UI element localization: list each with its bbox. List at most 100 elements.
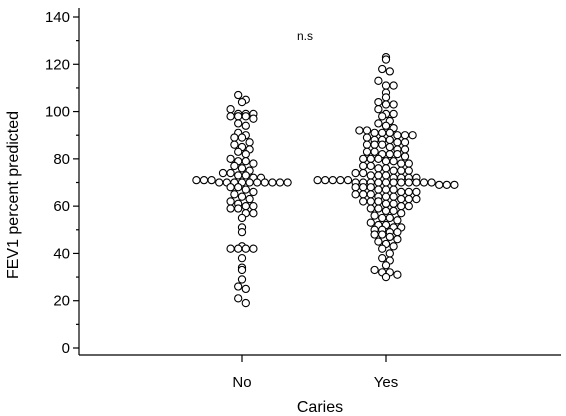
data-point-yes xyxy=(385,232,394,242)
data-point-yes xyxy=(389,81,398,90)
data-point-no xyxy=(237,97,247,107)
data-point-yes xyxy=(381,272,391,282)
data-point-no xyxy=(234,183,243,192)
data-point-yes xyxy=(374,76,383,85)
data-point-yes xyxy=(343,175,353,185)
data-point-yes xyxy=(400,131,410,140)
data-point-yes xyxy=(374,185,383,194)
data-point-no xyxy=(241,284,250,294)
data-point-no xyxy=(241,185,250,194)
data-point-yes xyxy=(381,164,391,173)
data-point-yes xyxy=(366,154,375,164)
data-point-no xyxy=(234,90,243,100)
data-point-yes xyxy=(381,55,391,64)
data-point-yes xyxy=(374,171,383,180)
data-point-yes xyxy=(427,178,436,187)
data-point-no xyxy=(226,244,235,253)
data-point-yes xyxy=(397,209,406,218)
data-point-yes xyxy=(351,190,360,199)
data-point-yes xyxy=(389,157,398,166)
data-point-yes xyxy=(366,218,375,227)
data-point-no xyxy=(230,133,239,142)
data-point-no xyxy=(215,178,224,187)
data-point-yes xyxy=(389,178,398,187)
data-point-yes xyxy=(370,265,379,275)
data-point-yes xyxy=(381,178,391,187)
data-point-no xyxy=(199,175,209,185)
data-point-yes xyxy=(412,178,421,187)
data-point-yes xyxy=(397,187,406,197)
data-point-yes xyxy=(374,97,383,107)
data-point-yes xyxy=(381,206,391,216)
data-point-yes xyxy=(374,237,383,246)
data-point-no xyxy=(234,171,243,180)
data-point-no xyxy=(260,178,269,187)
data-point-yes xyxy=(370,128,379,137)
data-point-no xyxy=(226,105,235,114)
data-point-yes xyxy=(397,166,406,175)
data-point-yes xyxy=(393,138,402,147)
data-point-yes xyxy=(385,249,394,258)
data-point-yes xyxy=(393,227,402,237)
data-point-no xyxy=(241,201,250,211)
data-point-no xyxy=(249,159,258,168)
data-point-yes xyxy=(385,135,394,145)
data-point-no xyxy=(226,204,235,213)
data-point-yes xyxy=(359,190,368,199)
data-point-yes xyxy=(359,183,368,192)
data-point-yes xyxy=(381,81,391,90)
data-point-yes xyxy=(381,100,391,109)
data-point-yes xyxy=(355,126,364,135)
data-point-yes xyxy=(381,121,391,130)
data-point-no xyxy=(283,178,292,187)
data-point-no xyxy=(237,227,247,237)
data-point-yes xyxy=(389,109,398,119)
data-point-yes xyxy=(378,244,387,253)
data-point-yes xyxy=(370,147,379,156)
data-point-no xyxy=(237,192,247,201)
data-point-no xyxy=(241,171,250,180)
data-point-yes xyxy=(408,131,417,140)
data-point-yes xyxy=(389,242,398,251)
data-point-yes xyxy=(378,230,387,239)
data-point-no xyxy=(268,178,277,187)
data-point-yes xyxy=(381,199,391,208)
y-tick-label: 0 xyxy=(62,340,70,357)
data-point-yes xyxy=(389,192,398,201)
data-point-no xyxy=(234,294,243,303)
data-point-yes xyxy=(389,100,398,109)
data-point-yes xyxy=(400,145,410,154)
data-point-yes xyxy=(381,192,391,201)
x-tick-label-yes: Yes xyxy=(374,374,398,391)
data-point-yes xyxy=(381,171,391,180)
data-point-yes xyxy=(393,131,402,140)
data-point-yes xyxy=(381,261,391,270)
data-point-yes xyxy=(374,197,383,206)
data-point-no xyxy=(207,175,216,185)
data-point-yes xyxy=(374,105,383,114)
data-point-no xyxy=(241,157,250,166)
data-point-no xyxy=(249,209,258,218)
data-point-no xyxy=(234,112,243,121)
x-ticks: No Yes xyxy=(232,355,398,391)
data-point-yes xyxy=(336,175,345,185)
data-point-yes xyxy=(381,157,391,166)
data-point-no xyxy=(230,140,239,149)
data-point-no xyxy=(218,168,228,178)
data-point-yes xyxy=(366,190,375,199)
data-point-yes xyxy=(362,133,372,142)
data-point-yes xyxy=(397,201,406,211)
data-point-yes xyxy=(366,204,375,213)
y-tick-label: 120 xyxy=(45,56,70,73)
data-point-yes xyxy=(404,187,413,197)
data-point-no xyxy=(192,175,201,185)
data-point-yes xyxy=(393,235,402,244)
data-point-yes xyxy=(404,201,413,211)
y-axis: 0 20 40 60 80 100 120 140 xyxy=(45,8,80,357)
data-point-yes xyxy=(362,126,372,135)
data-point-no xyxy=(237,213,247,223)
y-ticks: 0 20 40 60 80 100 120 140 xyxy=(45,9,79,357)
data-point-yes xyxy=(389,206,398,216)
data-point-yes xyxy=(404,159,413,168)
